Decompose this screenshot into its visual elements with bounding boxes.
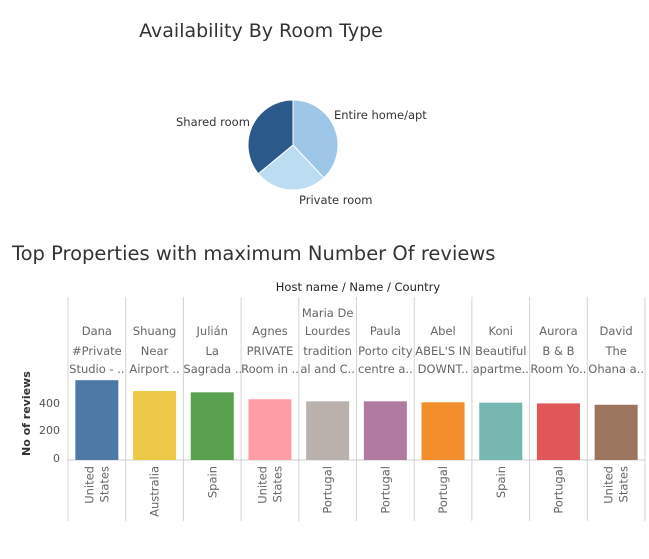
property-name-label: ABEL'S IN (415, 344, 471, 358)
property-name-label: Room Yo.. (530, 362, 587, 376)
y-tick-label: 0 (53, 452, 60, 465)
country-label-text: Portugal (551, 466, 565, 514)
country-label-text: Spain (205, 466, 219, 498)
host-name-label: Shuang (132, 324, 177, 338)
pie-label-shared-room: Shared room (176, 115, 250, 129)
property-name-label: Room in .. (241, 362, 299, 376)
country-label-text: States (97, 466, 111, 502)
property-name-label: tradition (303, 344, 353, 358)
host-name-label: Aurora (539, 324, 578, 338)
host-name-label: David (599, 324, 633, 338)
host-name-label: Julián (196, 324, 228, 338)
property-name-label: Beautiful (474, 344, 527, 358)
property-name-label: DOWNT.. (417, 362, 469, 376)
property-name-label: Studio - .. (69, 362, 125, 376)
property-name-label: Porto city (358, 344, 413, 358)
property-name-label: Ohana a.. (588, 362, 645, 376)
country-label-text: Portugal (436, 466, 450, 514)
country-label-text: Portugal (321, 466, 335, 514)
bar-chart-header: Host name / Name / Country (275, 280, 441, 294)
pie-label-entire-home-apt: Entire home/apt (334, 108, 427, 122)
country-label-text: Spain (494, 466, 508, 498)
property-name-label: al and C.. (300, 362, 355, 376)
country-label-text: Portugal (378, 466, 392, 514)
property-name-label: Sagrada .. (183, 362, 242, 376)
y-tick-label: 400 (39, 396, 60, 410)
host-name-label: Dana (81, 324, 112, 338)
country-label-text: United (255, 466, 269, 504)
country-label-text: United (602, 466, 616, 504)
bar-paula[interactable] (363, 401, 407, 460)
y-axis-label: No of reviews (20, 371, 33, 456)
bar-koni[interactable] (479, 402, 523, 460)
country-label-text: States (270, 466, 284, 502)
country-label-text: Australia (148, 466, 162, 517)
host-name-label: Koni (488, 324, 513, 338)
property-name-label: apartme.. (472, 362, 529, 376)
y-tick-label: 200 (39, 424, 60, 438)
bar-maria-de-lourdes[interactable] (306, 401, 350, 460)
pie-label-private-room: Private room (299, 193, 373, 207)
bar-aurora[interactable] (536, 403, 580, 460)
bar-abel[interactable] (421, 402, 465, 460)
property-name-label: La (205, 344, 219, 358)
property-name-label: centre a.. (357, 362, 413, 376)
pie-chart-title: Availability By Room Type (139, 20, 383, 42)
bar-chart-title: Top Properties with maximum Number Of re… (12, 242, 496, 265)
country-label-text: States (617, 466, 631, 502)
bar-david[interactable] (594, 404, 638, 460)
bar-shuang[interactable] (133, 390, 177, 460)
host-name-label: Abel (430, 324, 456, 338)
pie-slice-private-room[interactable] (257, 144, 325, 191)
host-name-label: Agnes (252, 324, 288, 338)
host-name-label: Paula (369, 324, 401, 338)
property-name-label: B & B (542, 344, 575, 358)
bar-agnes[interactable] (248, 399, 292, 460)
pie-slice-shared-room[interactable] (247, 99, 294, 175)
property-name-label: Near (140, 344, 169, 358)
property-name-label: The (605, 344, 627, 358)
property-name-label: #Private (71, 344, 122, 358)
host-name-label: Maria De Lourdes (301, 306, 354, 338)
property-name-label: PRIVATE (246, 344, 294, 358)
pie-slice-entire-home-apt[interactable] (292, 99, 339, 179)
property-name-label: Airport .. (129, 362, 180, 376)
bar-juli-n[interactable] (190, 392, 234, 460)
bar-dana[interactable] (75, 380, 119, 460)
country-label-text: United (82, 466, 96, 504)
